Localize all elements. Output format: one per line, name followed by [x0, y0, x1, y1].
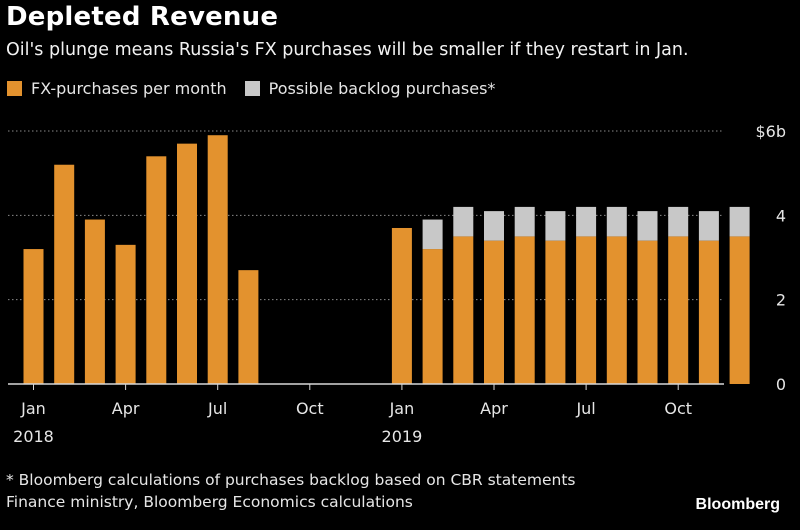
bar-backlog: [698, 211, 719, 241]
bar-fx-purchases: [606, 236, 627, 384]
bar-fx-purchases: [514, 236, 535, 384]
x-tick-label: Jul: [207, 399, 227, 418]
x-tick-label: Apr: [480, 399, 508, 418]
bar-fx-purchases: [698, 240, 719, 384]
chart-subtitle: Oil's plunge means Russia's FX purchases…: [6, 40, 689, 60]
x-tick-label: Oct: [296, 399, 324, 418]
bar-fx-purchases: [668, 236, 689, 384]
bar-fx-purchases: [422, 249, 443, 384]
bar-fx-purchases: [207, 135, 228, 384]
x-tick-label: Jan: [20, 399, 46, 418]
x-year-label: 2018: [13, 427, 54, 446]
legend: FX-purchases per month Possible backlog …: [7, 79, 513, 98]
bar-fx-purchases: [453, 236, 474, 384]
legend-label-backlog: Possible backlog purchases*: [268, 79, 496, 98]
bar-fx-purchases: [84, 219, 105, 384]
x-tick-label: Oct: [664, 399, 692, 418]
bar-backlog: [453, 206, 474, 237]
bar-chart: 0 2 4 $6b Jan 2018 Apr Jul Oct Jan 2019 Apr Jul Oct: [8, 122, 786, 446]
bar-fx-purchases: [637, 240, 658, 384]
bar-fx-purchases: [484, 240, 504, 384]
bar-fx-purchases: [54, 164, 75, 384]
footnote-note: * Bloomberg calculations of purchases ba…: [6, 471, 576, 489]
bar-backlog: [668, 206, 689, 237]
bloomberg-logo: Bloomberg: [695, 496, 780, 513]
bar-fx-purchases: [545, 240, 566, 384]
y-tick-label: 0: [776, 375, 786, 394]
chart-title: Depleted Revenue: [6, 2, 279, 32]
legend-item-fx-purchases: FX-purchases per month: [7, 79, 227, 98]
bar-backlog: [514, 206, 535, 237]
bar-fx-purchases: [729, 236, 750, 384]
bar-fx-purchases: [391, 227, 412, 384]
legend-label-fx-purchases: FX-purchases per month: [31, 79, 227, 98]
x-year-label: 2019: [382, 427, 423, 446]
legend-swatch-backlog: [244, 81, 260, 96]
legend-item-backlog: Possible backlog purchases*: [244, 79, 496, 98]
bar-backlog: [729, 206, 750, 237]
bar-fx-purchases: [146, 156, 167, 384]
x-tick-label: Jul: [575, 399, 595, 418]
bar-backlog: [484, 211, 504, 241]
x-tick-label: Apr: [112, 399, 140, 418]
x-tick-label: Jan: [389, 399, 415, 418]
bar-fx-purchases: [576, 236, 597, 384]
bar-fx-purchases: [238, 270, 259, 384]
bar-fx-purchases: [177, 143, 197, 384]
bar-backlog: [545, 211, 566, 241]
legend-swatch-fx-purchases: [7, 81, 22, 96]
bar-backlog: [606, 206, 627, 237]
y-tick-label: $6b: [755, 122, 786, 141]
bar-fx-purchases: [115, 244, 136, 384]
bar-backlog: [637, 211, 658, 241]
y-tick-label: 4: [776, 206, 786, 225]
bar-backlog: [576, 206, 597, 237]
footnote-source: Finance ministry, Bloomberg Economics ca…: [6, 493, 413, 511]
footnote: * Bloomberg calculations of purchases ba…: [6, 469, 575, 513]
bar-backlog: [422, 219, 443, 250]
bar-fx-purchases: [23, 249, 44, 384]
y-tick-label: 2: [776, 291, 786, 310]
